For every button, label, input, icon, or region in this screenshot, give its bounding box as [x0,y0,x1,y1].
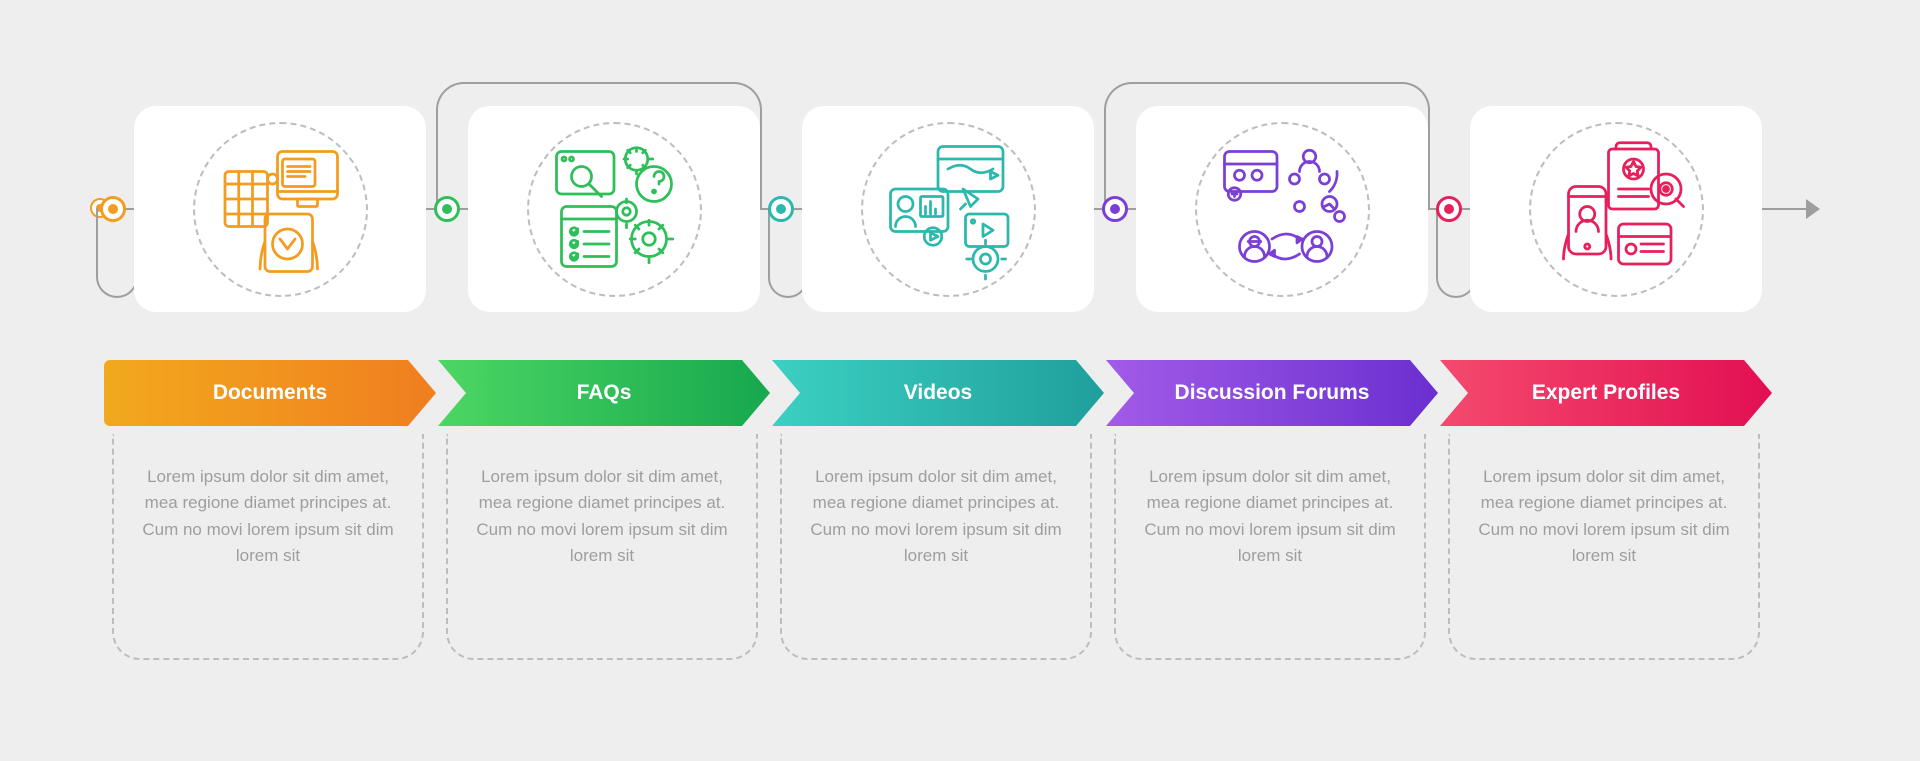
step-label: FAQs [577,381,632,405]
step-description: Lorem ipsum dolor sit dim amet, mea regi… [472,464,732,569]
icon-card [468,106,760,312]
step-label-arrow: Videos [772,360,1104,426]
icon-card [802,106,1094,312]
step-icon [1529,122,1704,297]
step-description-box: Lorem ipsum dolor sit dim amet, mea regi… [780,434,1092,660]
step-description-box: Lorem ipsum dolor sit dim amet, mea regi… [1114,434,1426,660]
step-icon [861,122,1036,297]
timeline-node [768,196,794,222]
step-description: Lorem ipsum dolor sit dim amet, mea regi… [806,464,1066,569]
timeline-node [1436,196,1462,222]
step-label: Discussion Forums [1175,381,1370,405]
icon-card [1470,106,1762,312]
step-description: Lorem ipsum dolor sit dim amet, mea regi… [138,464,398,569]
timeline-arrowhead [1806,199,1820,219]
step-description-box: Lorem ipsum dolor sit dim amet, mea regi… [1448,434,1760,660]
step-description: Lorem ipsum dolor sit dim amet, mea regi… [1474,464,1734,569]
step-label-arrow: Expert Profiles [1440,360,1772,426]
step-icon [527,122,702,297]
step-label-arrow: Discussion Forums [1106,360,1438,426]
step-description: Lorem ipsum dolor sit dim amet, mea regi… [1140,464,1400,569]
connector [96,208,138,298]
step-label: Expert Profiles [1532,381,1680,405]
step-icon [1195,122,1370,297]
step-description-box: Lorem ipsum dolor sit dim amet, mea regi… [446,434,758,660]
step-description-box: Lorem ipsum dolor sit dim amet, mea regi… [112,434,424,660]
timeline-node [100,196,126,222]
step-label: Documents [213,381,327,405]
timeline-node [434,196,460,222]
step-label: Videos [904,381,972,405]
step-label-arrow: FAQs [438,360,770,426]
icon-card [1136,106,1428,312]
timeline-node [1102,196,1128,222]
infographic-stage: Documents Lorem ipsum dolor sit dim amet,… [100,60,1820,700]
step-label-arrow: Documents [104,360,436,426]
icon-card [134,106,426,312]
step-icon [193,122,368,297]
